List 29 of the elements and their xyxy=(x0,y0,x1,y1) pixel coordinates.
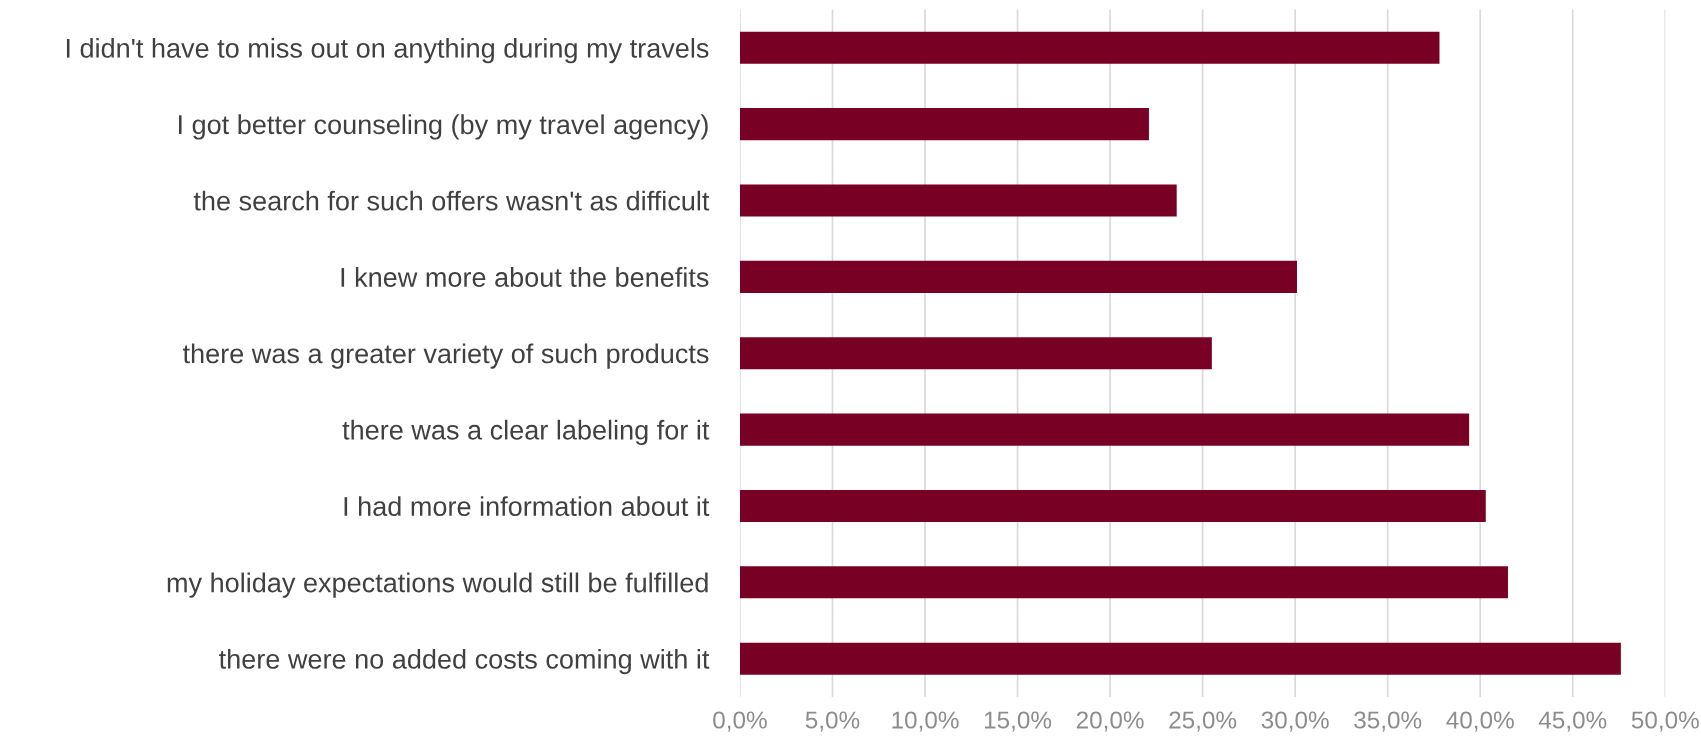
bar xyxy=(739,260,1297,293)
y-tick-label: I had more information about it xyxy=(344,496,710,517)
bar xyxy=(739,184,1177,217)
bar xyxy=(739,337,1212,370)
y-tick-label: there was a greater variety of such products xyxy=(182,343,709,369)
y-tick-label: there were no added costs coming with it xyxy=(219,648,710,675)
x-tick-label: 0,0% xyxy=(713,711,767,732)
y-tick-label: I got better counseling (by my travel agency) xyxy=(179,114,708,140)
bar xyxy=(739,413,1470,446)
x-tick-label: 5,0% xyxy=(805,711,860,732)
x-tick-label: 35,0% xyxy=(1354,711,1422,732)
x-tick-label: 20,0% xyxy=(1076,711,1144,732)
y-tick-label: I knew more about the benefits xyxy=(341,267,709,287)
x-tick-label: 15,0% xyxy=(984,711,1052,732)
x-tick-label: 50,0% xyxy=(1631,711,1699,732)
bar xyxy=(739,108,1149,141)
bar xyxy=(739,566,1508,599)
bar xyxy=(739,642,1621,675)
y-tick-label: the search for such offers wasn't as difficult xyxy=(193,190,710,211)
y-tick-label: there was a clear labeling for it xyxy=(342,419,710,446)
x-tick-label: 45,0% xyxy=(1538,711,1607,732)
bar xyxy=(739,489,1486,522)
y-tick-label: my holiday expectations would still be fulfilled xyxy=(167,572,708,598)
x-tick-label: 10,0% xyxy=(892,711,959,732)
bar xyxy=(739,31,1440,64)
x-tick-label: 30,0% xyxy=(1261,711,1329,732)
x-tick-label: 40,0% xyxy=(1446,711,1514,732)
y-tick-label: I didn't have to miss out on anything during my travels xyxy=(66,37,709,64)
x-tick-label: 25,0% xyxy=(1169,711,1237,732)
